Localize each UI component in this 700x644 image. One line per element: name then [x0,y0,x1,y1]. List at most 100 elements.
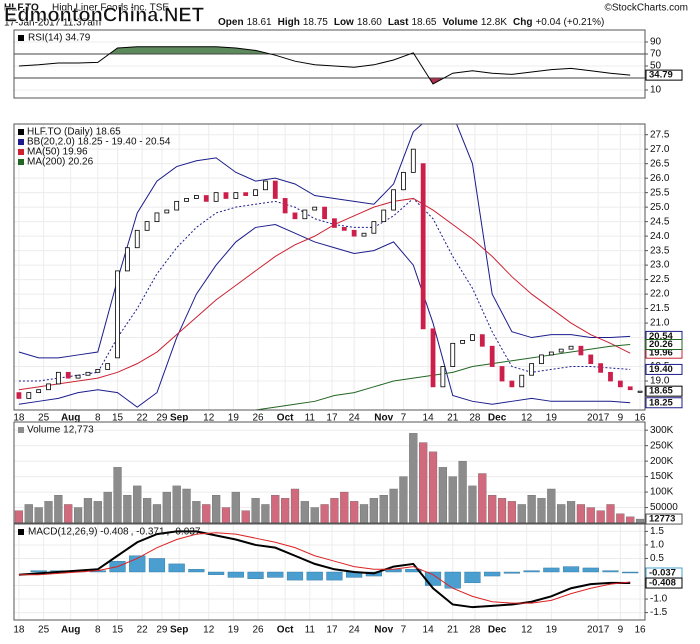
band-fill [18,46,631,54]
x-tick-label: 29 [156,413,168,424]
candle [154,212,160,223]
candle [420,163,426,330]
histogram-bar [188,569,205,573]
series-line [18,197,631,382]
candle [509,380,515,388]
y-tick-label: 250K [650,440,674,451]
volume-bar [241,510,250,523]
candle [627,386,633,391]
volume-bar [635,518,645,523]
candle [470,334,475,341]
candle [479,334,485,347]
x-tick-label: 19 [228,625,240,636]
volume-bar [103,491,112,523]
candle [519,374,525,388]
legend-swatch [18,139,24,145]
source: ©StockCharts.com [604,3,688,14]
candle [263,180,268,191]
series-line [18,124,631,359]
x-tick-label: 9 [618,625,624,636]
y-tick-label: 0.5 [650,553,664,564]
candle [440,366,446,388]
candle [312,206,318,211]
volume-bar [478,473,487,523]
x-tick-label: 26 [252,413,264,424]
y-tick-label: 24.0 [650,231,670,242]
legend-label: MACD(12,26,9) -0.408 [28,527,129,538]
candle [548,351,554,356]
panel [14,524,645,620]
candle [184,198,189,202]
legend-label: RSI(14) 34.79 [28,33,91,44]
legend-swatch [18,159,24,165]
y-tick-label: 26.0 [650,173,670,184]
y-tick-label: -1.0 [650,594,668,605]
candle [124,247,130,272]
x-tick-label: 25 [38,625,50,636]
x-tick-label: 8 [95,413,101,424]
value-tag [645,397,683,409]
candle [450,342,456,367]
x-tick-label: 17 [326,413,338,424]
value-tag-label: 19.96 [649,348,673,359]
quote-value: 18.61 [247,17,272,28]
x-tick-label: Nov [374,625,393,636]
histogram-bar [622,571,639,574]
candle [529,363,535,376]
volume-bar [497,498,507,523]
x-tick-label: 7 [401,625,407,636]
candle [430,328,436,388]
value-tag-label: 20.54 [649,331,673,342]
legend-label: MA(200) 20.26 [27,157,94,168]
volume-bar [527,495,536,523]
value-tag [645,363,683,375]
volume-bar [34,507,43,523]
quote-value: 18.60 [357,17,382,28]
volume-bar [152,504,162,523]
y-tick-label: 50000 [650,502,678,513]
quote-label: Last [388,17,409,28]
histogram-bar [484,571,501,577]
candle [16,392,22,399]
quote-value: 12.8K [481,17,507,28]
x-tick-label: 15 [112,625,124,636]
histogram-bar [523,570,540,573]
volume-bar [202,504,211,523]
volume-bar [340,491,349,523]
histogram-bar [227,571,244,578]
candle [499,366,505,382]
volume-bar [261,504,270,523]
y-tick-label: -1.5 [650,607,668,618]
y-tick-label: 100K [650,487,674,498]
x-tick-label: 8 [95,625,101,636]
company: High Liner Foods Inc. TSE [52,3,169,14]
volume-bar [133,485,142,523]
legend-label: BB(20,2.0) 18.25 - 19.40 - 20.54 [27,137,171,148]
y-tick-label: 23.0 [650,260,670,271]
x-tick-label: 11 [305,413,316,424]
candle [539,354,544,365]
volume-bar [448,476,457,523]
volume-bar [14,510,24,523]
value-tag-label: 18.25 [649,397,673,408]
histogram-bar [464,571,481,584]
x-tick-label: 19 [546,413,558,424]
y-tick-label: 200K [650,456,674,467]
x-tick-label: 11 [305,625,316,636]
date: 17-Jan-2017 11:37am [4,18,101,29]
histogram-bar [562,566,580,573]
legend-swatch [18,149,24,155]
candle [55,371,61,385]
volume-bar [419,442,428,523]
volume-bar [350,501,359,523]
x-tick-label: 25 [38,413,50,424]
histogram-bar [405,569,422,573]
y-tick-label: 22.0 [650,289,670,300]
x-tick-label: 22 [137,625,149,636]
volume-bar [290,488,300,523]
candle [174,200,180,211]
y-tick-label: 25.0 [650,202,670,213]
x-tick-label: 28 [469,625,481,636]
histogram-bar [267,571,284,578]
